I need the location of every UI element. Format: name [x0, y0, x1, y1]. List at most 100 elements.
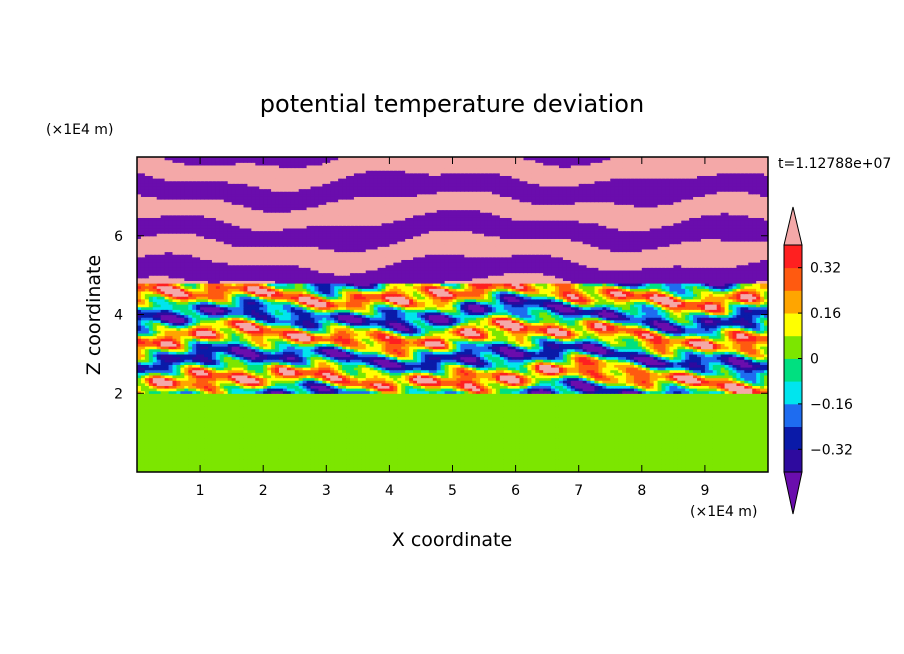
field-cell: [535, 445, 540, 449]
field-cell: [137, 448, 142, 452]
field-cell: [365, 440, 371, 444]
field-cell: [251, 458, 256, 463]
field-cell: [381, 461, 387, 465]
field-cell: [748, 443, 753, 447]
field-cell: [424, 466, 430, 470]
field-cell: [160, 461, 166, 465]
field-cell: [452, 461, 458, 465]
field-cell: [543, 427, 548, 431]
field-cell: [271, 456, 276, 460]
field-cell: [712, 469, 718, 472]
field-cell: [740, 432, 745, 436]
field-cell: [681, 453, 686, 457]
field-cell: [535, 461, 540, 465]
field-cell: [417, 448, 422, 452]
field-cell: [200, 445, 205, 449]
field-cell: [373, 469, 379, 472]
field-cell: [476, 440, 481, 444]
field-cell: [507, 464, 513, 468]
field-cell: [365, 448, 371, 452]
field-cell: [614, 443, 619, 447]
field-cell: [523, 427, 529, 431]
field-cell: [732, 427, 738, 431]
field-cell: [377, 430, 383, 434]
field-cell: [152, 456, 158, 460]
field-cell: [764, 432, 768, 436]
field-cell: [432, 430, 438, 434]
field-cell: [231, 437, 237, 442]
field-cell: [275, 432, 280, 436]
field-cell: [622, 461, 627, 465]
field-cell: [306, 466, 312, 470]
field-cell: [602, 464, 607, 468]
field-cell: [515, 458, 521, 463]
field-cell: [712, 464, 718, 468]
field-cell: [531, 456, 536, 460]
field-cell: [357, 448, 363, 452]
field-cell: [480, 437, 485, 442]
field-cell: [460, 451, 465, 455]
field-cell: [578, 440, 584, 444]
field-cell: [507, 440, 513, 444]
field-cell: [389, 443, 394, 447]
field-cell: [476, 435, 481, 439]
field-cell: [657, 430, 663, 434]
field-cell: [286, 445, 292, 449]
field-cell: [322, 458, 327, 463]
field-cell: [519, 451, 525, 455]
field-cell: [397, 427, 402, 431]
field-cell: [633, 461, 639, 465]
field-cell: [598, 448, 603, 452]
field-cell: [204, 440, 209, 444]
field-cell: [247, 440, 252, 444]
field-cell: [669, 456, 674, 460]
field-cell: [515, 445, 521, 449]
field-cell: [566, 445, 572, 449]
field-cell: [377, 448, 383, 452]
field-cell: [428, 448, 434, 452]
field-cell: [192, 466, 197, 470]
field-cell: [720, 456, 726, 460]
field-cell: [144, 443, 150, 447]
field-cell: [460, 458, 465, 463]
field-cell: [200, 448, 205, 452]
field-cell: [669, 451, 674, 455]
field-cell: [495, 440, 501, 444]
field-cell: [629, 435, 635, 439]
field-cell: [409, 427, 414, 431]
field-cell: [432, 440, 438, 444]
field-cell: [389, 432, 394, 436]
field-cell: [440, 445, 446, 449]
field-cell: [519, 437, 525, 442]
field-cell: [539, 437, 544, 442]
field-cell: [468, 469, 473, 472]
field-cell: [389, 464, 394, 468]
field-cell: [543, 453, 548, 457]
field-cell: [140, 435, 146, 439]
field-cell: [685, 437, 690, 442]
field-cell: [641, 435, 647, 439]
field-cell: [401, 456, 406, 460]
field-cell: [468, 461, 473, 465]
field-cell: [491, 445, 497, 449]
field-cell: [436, 453, 442, 457]
field-cell: [578, 435, 584, 439]
field-cell: [602, 461, 607, 465]
field-cell: [468, 458, 473, 463]
field-cell: [633, 445, 639, 449]
field-cell: [192, 430, 197, 434]
field-cell: [444, 427, 450, 431]
field-cell: [152, 458, 158, 463]
field-cell: [306, 469, 312, 472]
field-cell: [401, 464, 406, 468]
field-cell: [527, 451, 532, 455]
field-cell: [215, 466, 221, 470]
field-cell: [724, 466, 730, 470]
field-cell: [326, 435, 331, 439]
field-cell: [428, 458, 434, 463]
field-cell: [570, 435, 576, 439]
field-cell: [144, 466, 150, 470]
field-cell: [752, 456, 757, 460]
field-cell: [720, 445, 726, 449]
field-cell: [144, 437, 150, 442]
